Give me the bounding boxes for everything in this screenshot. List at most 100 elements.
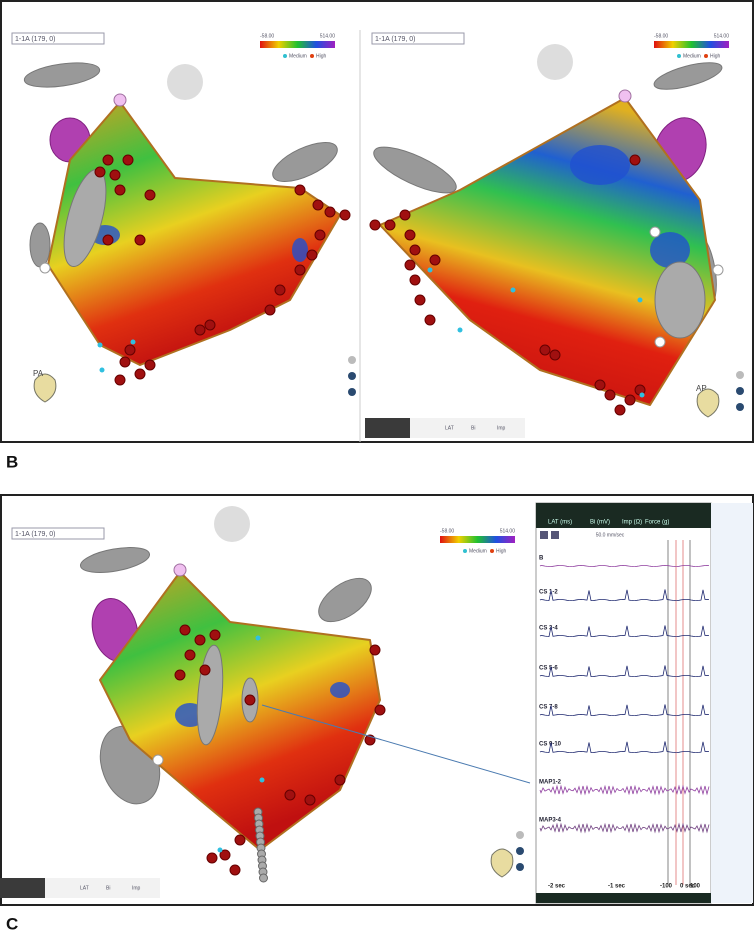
nav-button[interactable] bbox=[348, 356, 356, 364]
acquire-button[interactable] bbox=[365, 418, 410, 438]
point bbox=[510, 287, 516, 293]
tool-button[interactable] bbox=[540, 531, 548, 539]
ablation-lesion bbox=[539, 344, 551, 356]
ecg-trace bbox=[539, 589, 710, 602]
ablation-lesion bbox=[314, 229, 326, 241]
ablation-lesion bbox=[179, 624, 191, 636]
nav-button[interactable] bbox=[516, 831, 524, 839]
point bbox=[217, 847, 223, 853]
orientation-ball bbox=[167, 64, 203, 100]
ablation-lesion bbox=[409, 274, 421, 286]
legend-dot bbox=[283, 54, 287, 58]
nav-button[interactable] bbox=[736, 371, 744, 379]
color-scale bbox=[440, 536, 515, 543]
vessel bbox=[79, 547, 151, 573]
ablation-lesion bbox=[369, 644, 381, 656]
apex-marker bbox=[173, 563, 187, 577]
scale-min: -58.00 bbox=[654, 33, 668, 39]
acquire-button[interactable] bbox=[0, 878, 45, 898]
legend-dot bbox=[490, 549, 494, 553]
orientation-ball bbox=[537, 44, 573, 80]
point bbox=[654, 336, 666, 348]
dropdown-label: 1-1A (179, 0) bbox=[375, 36, 415, 43]
point bbox=[712, 264, 724, 276]
ablation-lesion bbox=[134, 234, 146, 246]
tab[interactable]: LAT bbox=[445, 425, 454, 431]
ablation-lesion bbox=[102, 234, 114, 246]
channel-label: MAP1-2 bbox=[539, 780, 562, 786]
tab[interactable]: Bi bbox=[106, 885, 110, 891]
ablation-lesion bbox=[549, 349, 561, 361]
ablation-lesion bbox=[114, 374, 126, 386]
heart-icon bbox=[696, 388, 720, 418]
nav-button[interactable] bbox=[736, 403, 744, 411]
side-strip bbox=[711, 503, 753, 903]
time-label: -100 bbox=[660, 884, 673, 890]
tool-button[interactable] bbox=[551, 531, 559, 539]
ablation-lesion bbox=[374, 704, 386, 716]
ablation-lesion bbox=[614, 404, 626, 416]
legend-label: High bbox=[710, 53, 721, 59]
nav-button[interactable] bbox=[736, 387, 744, 395]
orientation-label: PA bbox=[33, 369, 44, 378]
tab[interactable]: Imp bbox=[132, 885, 141, 891]
nav-button[interactable] bbox=[348, 388, 356, 396]
ecg-trace bbox=[539, 822, 710, 834]
catheter bbox=[654, 261, 706, 339]
ablation-lesion bbox=[339, 209, 351, 221]
tab[interactable]: Imp bbox=[497, 425, 506, 431]
nav-button[interactable] bbox=[516, 847, 524, 855]
scale-max: 514.00 bbox=[714, 33, 730, 39]
legend-label: High bbox=[316, 53, 327, 59]
tab[interactable]: Bi bbox=[471, 425, 475, 431]
dropdown[interactable] bbox=[11, 527, 105, 540]
ecg-column: Bi (mV) bbox=[590, 520, 610, 526]
ecg-column: Force (g) bbox=[645, 520, 669, 526]
point bbox=[649, 226, 661, 238]
point bbox=[99, 367, 105, 373]
ecg-trace bbox=[539, 784, 710, 796]
ecg-column: LAT (ms) bbox=[548, 520, 572, 526]
legend-dot bbox=[704, 54, 708, 58]
nav-button[interactable] bbox=[348, 372, 356, 380]
ecg-trace bbox=[539, 704, 710, 717]
legend-dot bbox=[677, 54, 681, 58]
ablation-lesion bbox=[594, 379, 606, 391]
scale-min: -58.00 bbox=[260, 33, 274, 39]
ablation-lesion bbox=[94, 166, 106, 178]
legend-dot bbox=[310, 54, 314, 58]
scale-max: 514.00 bbox=[320, 33, 336, 39]
ablation-lesion bbox=[404, 229, 416, 241]
ablation-lesion bbox=[334, 774, 346, 786]
vessel bbox=[318, 577, 372, 623]
channel-label: CS 7-8 bbox=[539, 705, 558, 711]
dropdown[interactable] bbox=[371, 32, 465, 45]
vessel bbox=[653, 62, 723, 90]
point bbox=[639, 392, 645, 398]
ecg-trace bbox=[539, 741, 710, 754]
dropdown[interactable] bbox=[11, 32, 105, 45]
panel-label: C bbox=[6, 914, 18, 932]
ablation-lesion bbox=[312, 199, 324, 211]
apex-marker bbox=[113, 93, 127, 107]
ablation-lesion bbox=[124, 344, 136, 356]
channel-label: B bbox=[539, 556, 544, 562]
catheter-electrode bbox=[259, 873, 268, 883]
ablation-lesion bbox=[429, 254, 441, 266]
ablation-lesion bbox=[199, 664, 211, 676]
channel-label: CS 1-2 bbox=[539, 590, 558, 596]
ablation-lesion bbox=[144, 189, 156, 201]
time-label: -1 sec bbox=[608, 884, 626, 890]
nav-button[interactable] bbox=[516, 863, 524, 871]
dropdown-label: 1-1A (179, 0) bbox=[15, 36, 55, 43]
tab[interactable]: LAT bbox=[80, 885, 89, 891]
vessel bbox=[373, 146, 457, 194]
ablation-lesion bbox=[414, 294, 426, 306]
ablation-lesion bbox=[194, 324, 206, 336]
point bbox=[255, 635, 261, 641]
legend-label: High bbox=[496, 548, 507, 554]
ecg-frame bbox=[535, 502, 712, 904]
early-zone bbox=[292, 238, 308, 262]
ablation-lesion bbox=[102, 154, 114, 166]
ablation-lesion bbox=[306, 249, 318, 261]
